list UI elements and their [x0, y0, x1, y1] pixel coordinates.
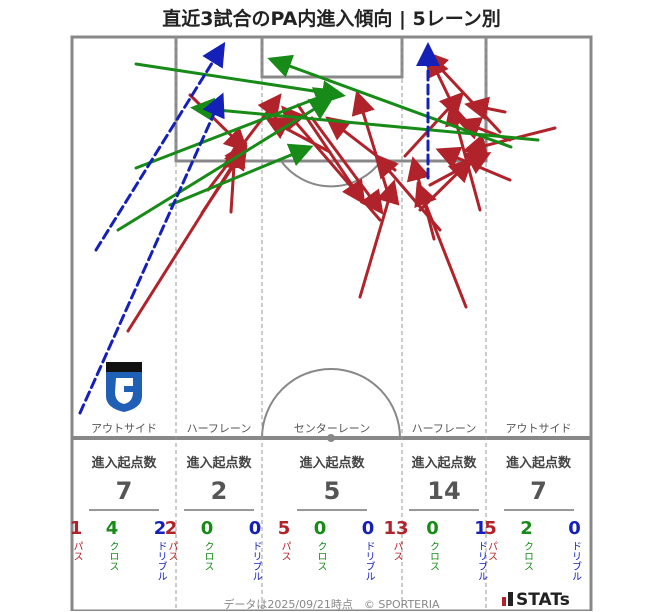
cross-count: 0 [313, 518, 327, 539]
cross-arrow [134, 62, 346, 105]
divider [89, 509, 159, 511]
pass-count: 13 [383, 518, 409, 539]
cross-arrow [116, 96, 335, 232]
divider [409, 509, 479, 511]
dribble-count: 1 [474, 518, 487, 539]
stats-logo-bar-icon [508, 592, 513, 606]
lane-label-outside-right: アウトサイド [505, 422, 572, 435]
page-title: 直近3試合のPA内進入傾向 | 5レーン別 [162, 8, 501, 30]
dribble-label: ドリブル [155, 541, 166, 581]
lane-total: 7 [115, 477, 133, 505]
pass-arrow [427, 52, 462, 122]
pass-count: 1 [69, 518, 83, 539]
lane-total: 2 [210, 477, 228, 505]
pass-arrow [310, 116, 384, 215]
pass-arrow [406, 156, 436, 241]
pass-arrow [418, 157, 474, 212]
brand-name: STATs [516, 590, 570, 610]
cross-arrow [267, 54, 513, 149]
stats-logo-icon [502, 597, 506, 606]
cross-arrow [134, 87, 339, 170]
divider [503, 509, 574, 511]
pass-count: 5 [277, 518, 291, 539]
pass-label: パス [485, 541, 497, 561]
lane-stats-halflane-right: 進入起点数 14 13 パス 0 クロス 1 ドリブル [383, 452, 487, 581]
cross-label: クロス [315, 541, 326, 571]
cross-count: 4 [105, 518, 119, 539]
penalty-arc [280, 160, 382, 188]
pass-arrow [351, 90, 392, 202]
center-circle [261, 368, 401, 439]
pass-arrow [435, 146, 512, 182]
cross-count: 2 [520, 518, 533, 539]
cross-label: クロス [521, 541, 533, 571]
footer-credit: データは2025/09/21時点 © SPORTERIA [223, 598, 440, 611]
lane-header: 進入起点数 [186, 456, 252, 471]
dribble-label: ドリブル [363, 541, 374, 581]
pass-arrow [281, 105, 382, 222]
dribble-arrow [94, 41, 226, 252]
pass-arrow [358, 179, 400, 299]
goal-area [260, 35, 404, 79]
lane-stats-outside-right: 進入起点数 7 5 パス 2 クロス 0 ドリブル [484, 452, 591, 581]
pass-label: パス [391, 541, 402, 561]
dribble-count: 0 [568, 518, 581, 539]
dribble-count: 0 [361, 518, 375, 539]
cross-label: クロス [202, 541, 213, 571]
cross-label: クロス [427, 541, 439, 571]
pass-arrow [188, 93, 249, 153]
lane-total: 5 [323, 477, 341, 505]
divider [184, 509, 254, 511]
pass-count: 2 [164, 518, 178, 539]
dribble-label: ドリブル [569, 541, 581, 581]
lane-stats-halflane-left: 進入起点数 2 2 パス 0 クロス 0 ドリブル [165, 452, 262, 581]
dribble-arrow [78, 92, 225, 415]
lane-header: 進入起点数 [411, 456, 477, 471]
cross-arrow [168, 143, 314, 207]
lane-stats-center: 進入起点数 5 5 パス 0 クロス 0 ドリブル [262, 452, 402, 581]
pass-label: パス [279, 541, 290, 561]
dribble-count: 2 [153, 518, 167, 539]
lane-total: 14 [427, 477, 461, 505]
lane-label-halflane-right: ハーフレーン [411, 422, 477, 435]
pass-arrow [221, 144, 246, 214]
cross-count: 0 [426, 518, 439, 539]
center-spot [327, 434, 335, 442]
lane-total: 7 [530, 477, 547, 505]
gamba-osaka-crest-icon [106, 362, 142, 412]
brand-logo: STATs [502, 590, 570, 610]
lane-label-halflane-left: ハーフレーン [186, 422, 252, 435]
dribble-count: 0 [248, 518, 262, 539]
lane-dividers [175, 37, 487, 611]
lane-header: 進入起点数 [299, 456, 365, 471]
cross-label: クロス [107, 541, 118, 571]
lane-header: 進入起点数 [91, 456, 157, 471]
pass-label: パス [166, 541, 177, 561]
dribble-label: ドリブル [250, 541, 261, 581]
lane-stats-outside-left: 進入起点数 7 1 パス 4 クロス 2 ドリブル [69, 452, 176, 581]
dribble-label: ドリブル [475, 541, 487, 581]
cross-count: 0 [200, 518, 214, 539]
pass-label: パス [71, 541, 82, 561]
lane-header: 進入起点数 [505, 456, 571, 471]
pass-arrow [374, 153, 442, 232]
lane-label-outside-left: アウトサイド [91, 422, 157, 435]
pass-arrow [264, 117, 332, 154]
entry-arrows [78, 41, 557, 415]
pass-count: 5 [484, 518, 497, 539]
divider [297, 509, 367, 511]
lane-label-center: センターレーン [293, 422, 371, 435]
